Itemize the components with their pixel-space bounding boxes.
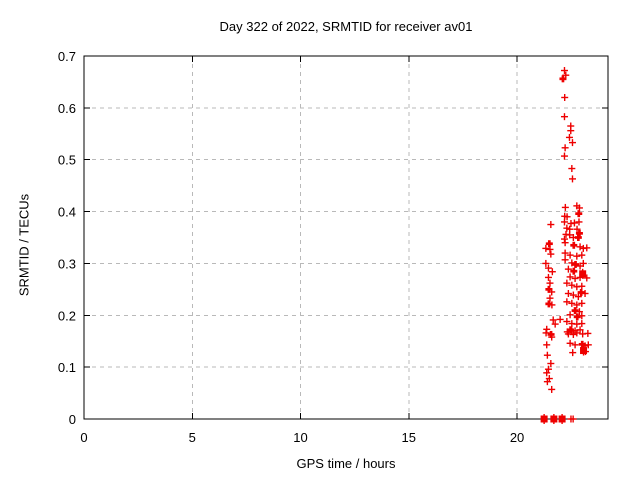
x-tick-label: 5 xyxy=(189,430,196,445)
y-axis-label: SRMTID / TECUs xyxy=(16,193,32,297)
y-tick-label: 0.2 xyxy=(58,308,76,323)
x-axis-label: GPS time / hours xyxy=(296,456,396,471)
x-tick-label: 20 xyxy=(510,430,524,445)
y-tick-label: 0.7 xyxy=(58,49,76,64)
x-tick-label: 10 xyxy=(293,430,307,445)
plot-border xyxy=(83,55,609,420)
y-tick-label: 0.1 xyxy=(58,360,76,375)
chart-title: Day 322 of 2022, SRMTID for receiver av0… xyxy=(219,19,473,34)
y-tick-label: 0.4 xyxy=(58,205,76,220)
y-tick-label: 0.5 xyxy=(58,153,76,168)
x-tick-label: 15 xyxy=(402,430,416,445)
y-tick-label: 0.6 xyxy=(58,101,76,116)
y-tick-label: 0.3 xyxy=(58,256,76,271)
x-tick-label: 0 xyxy=(80,430,87,445)
y-tick-label: 0 xyxy=(69,412,76,427)
